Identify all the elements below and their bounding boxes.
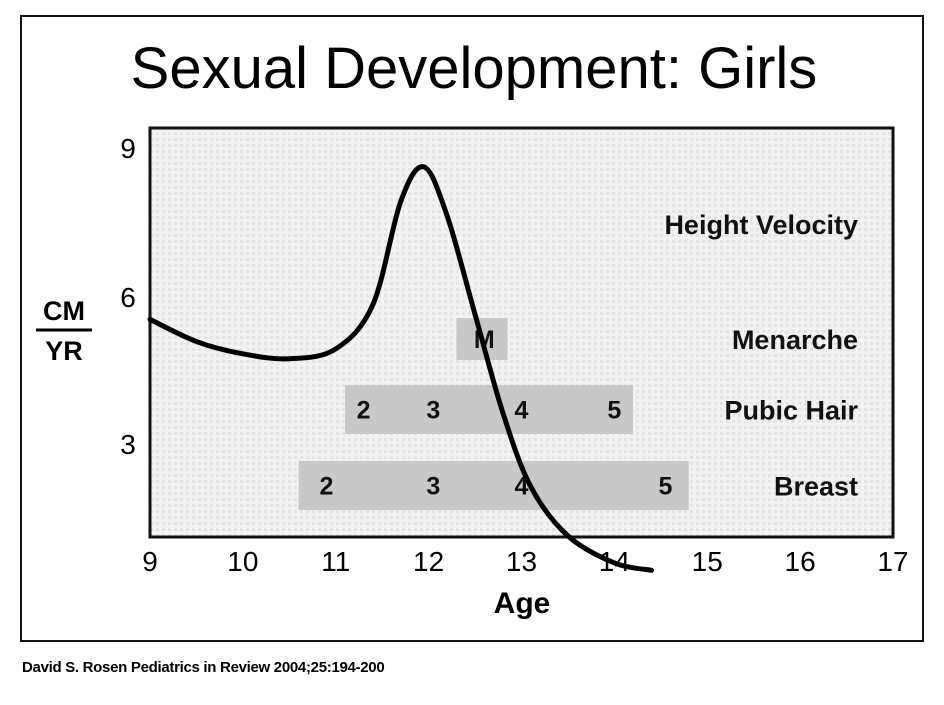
y-tick-label: 3 <box>120 429 136 460</box>
series-label-breast: Breast <box>774 472 858 502</box>
series-label-pubic-hair: Pubic Hair <box>724 396 858 426</box>
x-tick-label: 15 <box>692 546 723 577</box>
bar-pubic-hair <box>345 385 633 434</box>
bar-breast <box>298 461 689 510</box>
x-tick-label: 16 <box>785 546 816 577</box>
x-tick-label: 17 <box>877 546 908 577</box>
stage-label-pubic-hair-3: 3 <box>426 397 440 425</box>
stage-label-breast-5: 5 <box>659 473 673 501</box>
stage-label-pubic-hair-2: 2 <box>357 397 371 425</box>
x-tick-label: 14 <box>599 546 630 577</box>
x-axis-label: Age <box>494 587 551 620</box>
x-tick-label: 10 <box>227 546 258 577</box>
stage-label-breast-3: 3 <box>426 473 440 501</box>
y-tick-label: 6 <box>120 282 136 313</box>
stage-label-pubic-hair-5: 5 <box>607 397 621 425</box>
series-label-height-velocity: Height Velocity <box>664 210 858 240</box>
y-axis-label-numerator: CM <box>43 296 85 326</box>
series-label-menarche: Menarche <box>732 325 858 355</box>
stage-label-pubic-hair-4: 4 <box>515 397 529 425</box>
height-velocity-curve <box>147 164 655 573</box>
chart-title: Sexual Development: Girls <box>130 36 818 101</box>
x-tick-label: 11 <box>321 546 350 577</box>
y-tick-label: 9 <box>120 133 136 164</box>
x-tick-label: 12 <box>413 546 444 577</box>
citation: David S. Rosen Pediatrics in Review 2004… <box>22 659 385 676</box>
x-tick-label: 9 <box>142 546 158 577</box>
y-axis-label-denominator: YR <box>45 336 83 366</box>
stage-label-breast-2: 2 <box>320 473 334 501</box>
x-tick-label: 13 <box>506 546 537 577</box>
